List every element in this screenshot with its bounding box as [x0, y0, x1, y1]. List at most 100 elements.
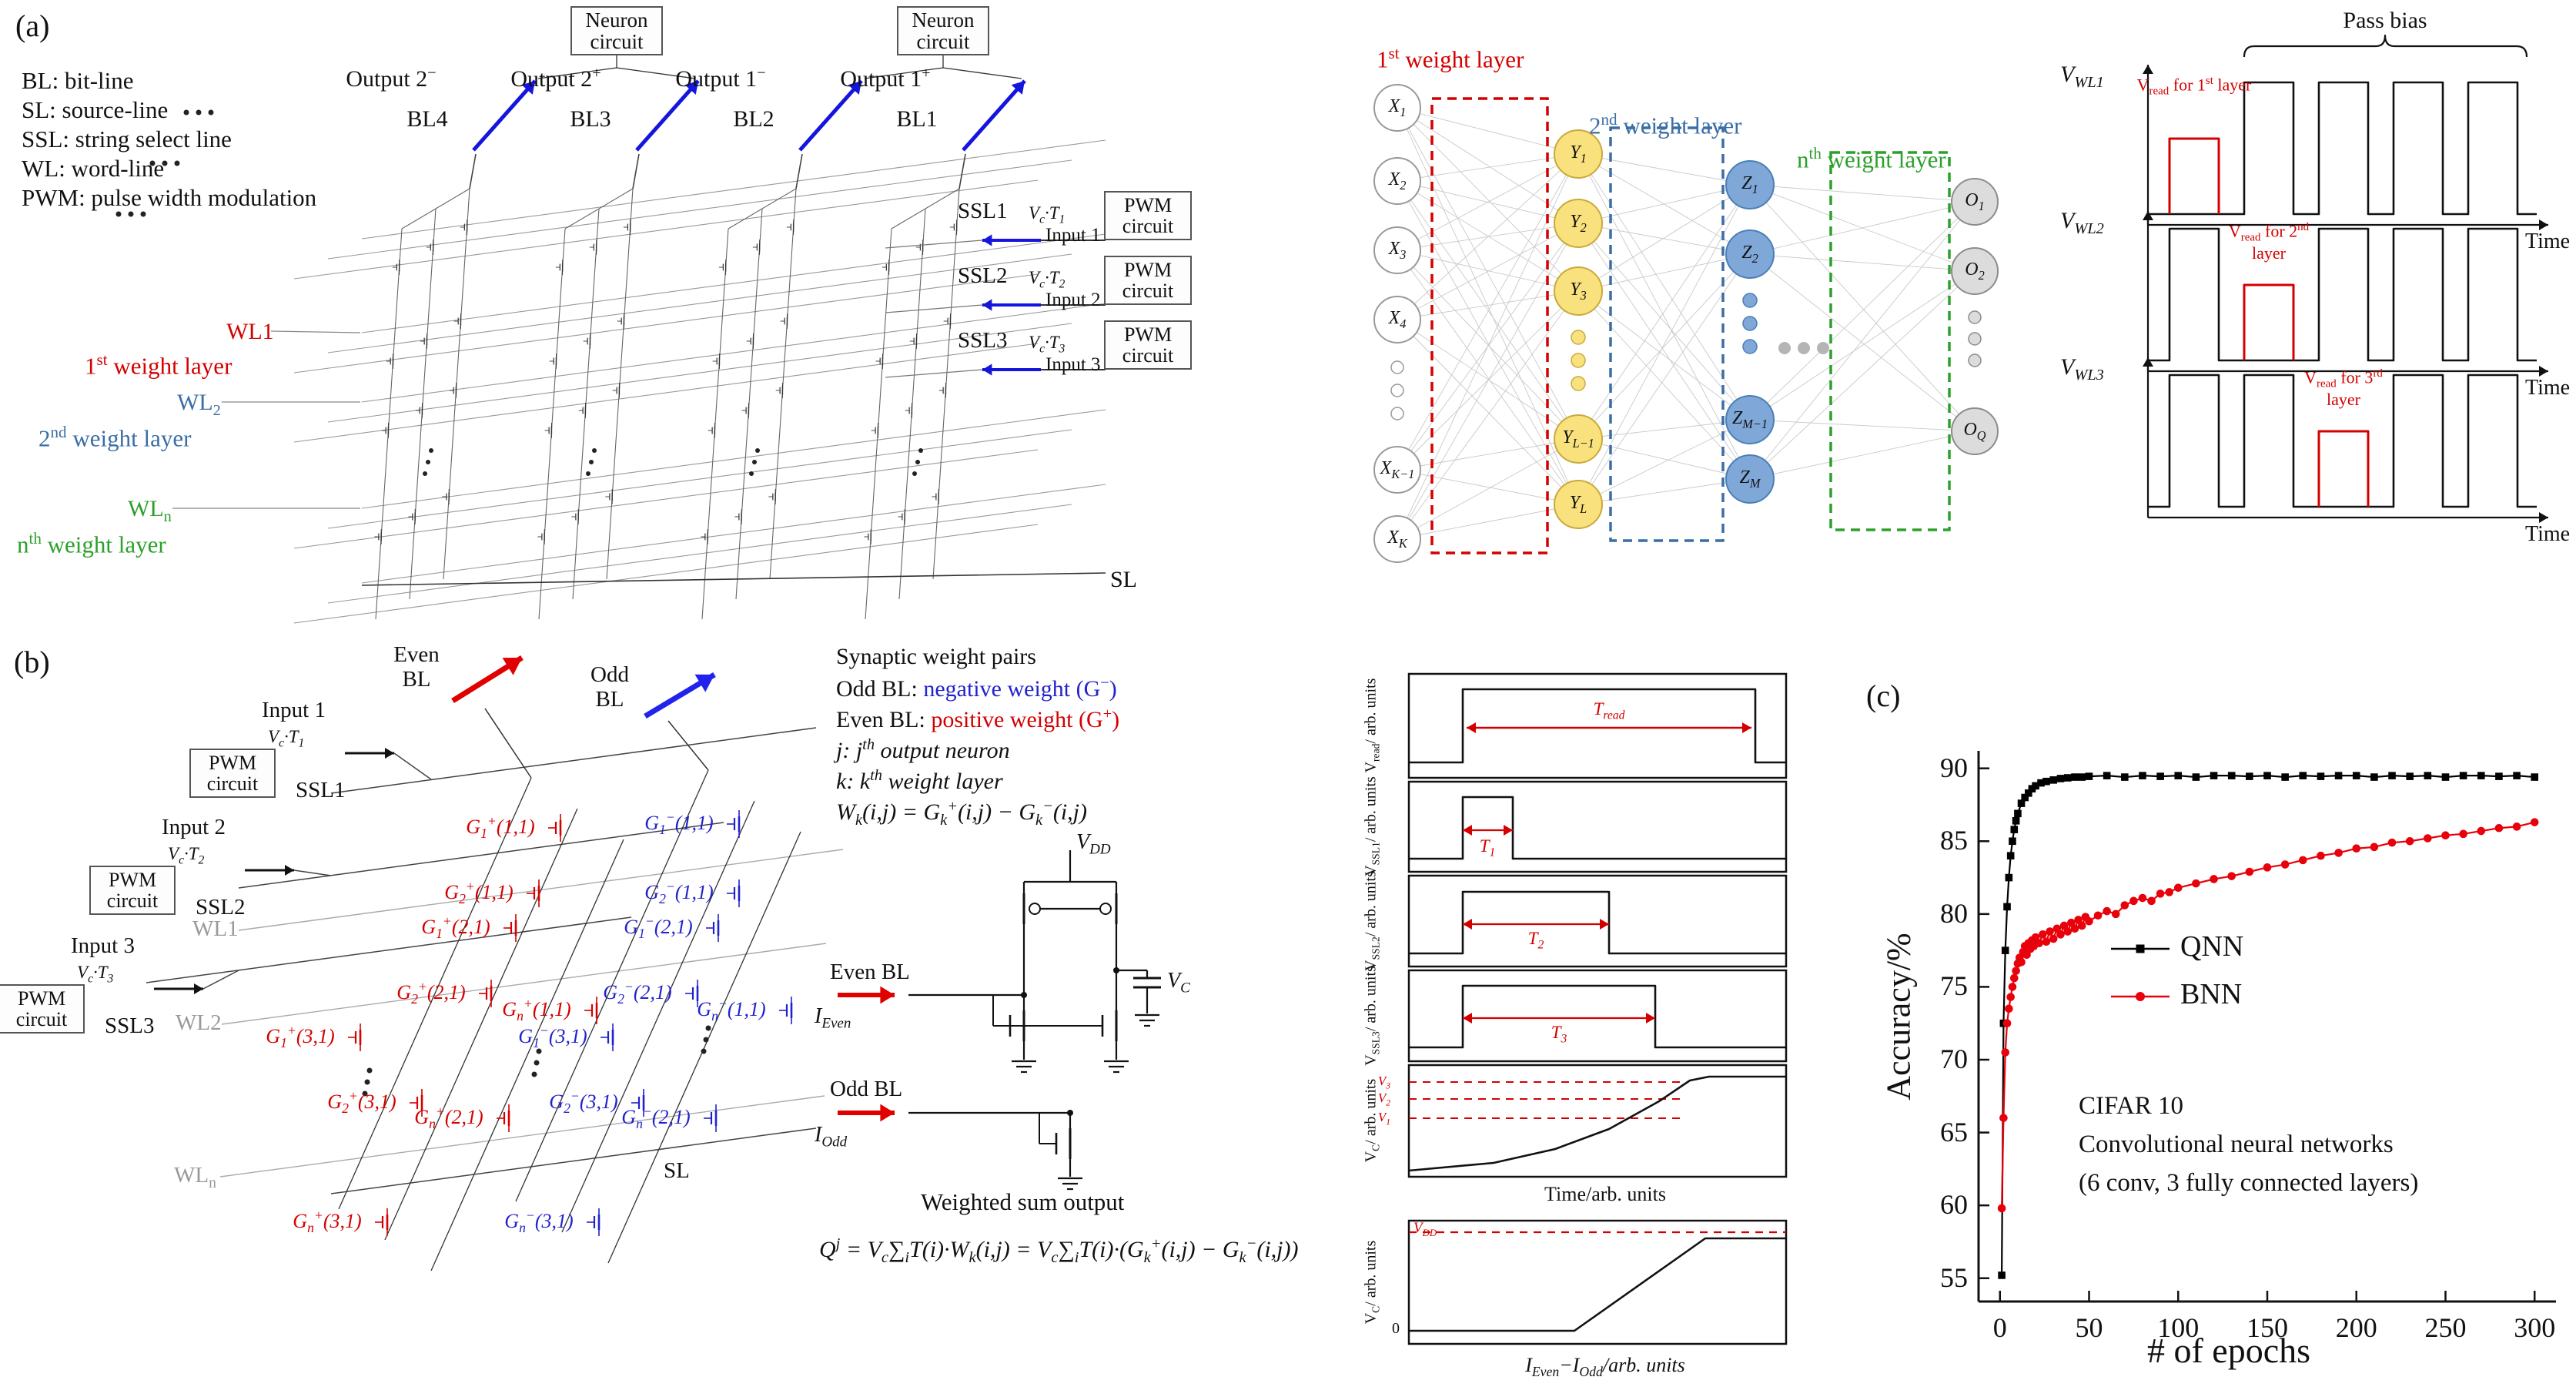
rect [2121, 773, 2129, 781]
line [327, 253, 1072, 353]
input-voltage-label: Vc·T2 [168, 844, 205, 867]
line [1397, 319, 1579, 505]
node [1997, 1204, 2006, 1213]
node [2002, 1019, 2012, 1028]
node [1554, 199, 1603, 248]
line [327, 429, 1072, 529]
rect [2139, 772, 2146, 779]
line [865, 228, 892, 620]
path [1409, 890, 1786, 955]
node [2192, 879, 2200, 888]
node [2173, 883, 2183, 893]
arrow-head [1467, 722, 1476, 733]
positive-weight-label: Gn+(2,1) [414, 1104, 483, 1132]
sl-label-b: SL [664, 1158, 690, 1183]
positive-weight-label: G1+(2,1) [421, 913, 490, 942]
arrow-head [1646, 1013, 1655, 1023]
node [366, 1067, 373, 1074]
line [401, 188, 470, 229]
line [293, 179, 1039, 280]
network-layer-label: 2nd weight layer [1589, 110, 1742, 139]
line [798, 79, 863, 152]
rect [2049, 776, 2058, 784]
node [196, 109, 202, 116]
pwm-circuit-box: PWM circuit [189, 749, 276, 798]
node [589, 460, 594, 464]
timing-ylabel: VSSL1/ arb. units [1362, 776, 1382, 876]
line [1577, 253, 1751, 505]
x-tick-label: 50 [2075, 1312, 2103, 1343]
node [1390, 384, 1404, 397]
weight-equation: Wk(i,j) = Gk+(i,j) − Gk−(i,j) [836, 798, 1087, 829]
line [293, 343, 1039, 443]
wordline-label: WL1 [226, 319, 274, 344]
negative-weight-label: G1−(1,1) [644, 809, 714, 838]
vdd-level-label: VDD [1413, 1220, 1437, 1238]
line [1397, 107, 1579, 292]
negative-weight-label: G2−(1,1) [644, 879, 714, 907]
rect [2441, 773, 2450, 781]
rect [2246, 772, 2253, 780]
line [1397, 250, 1579, 440]
even-bl-note-text: positive weight (G+) [931, 705, 1120, 732]
node [1373, 515, 1421, 563]
node [2077, 921, 2086, 930]
node [128, 211, 134, 217]
timing-marker-label: T1 [1479, 836, 1496, 859]
x-tick-label: 300 [2514, 1312, 2556, 1343]
ssl-label: SSL3 [958, 328, 1008, 353]
rect [2001, 946, 2009, 954]
node [2063, 927, 2073, 936]
line [561, 800, 755, 1233]
timing-ylabel: Vread/ arb. units [1362, 678, 1382, 773]
node [2245, 867, 2254, 876]
line [1749, 253, 1975, 432]
arrow-head [1011, 81, 1025, 95]
node [915, 460, 920, 464]
ssl-label: SSL1 [296, 778, 346, 802]
node [2317, 851, 2325, 860]
line [1577, 438, 1751, 480]
weight-layer-label: 2nd weight layer [38, 423, 192, 452]
line [472, 79, 537, 152]
line [1577, 419, 1751, 505]
path [2148, 227, 2537, 362]
rect [2531, 773, 2539, 781]
node [208, 109, 214, 116]
arrow-head [1742, 722, 1751, 733]
line [361, 303, 1106, 403]
arrow-head [385, 748, 394, 759]
arrow-head [502, 658, 522, 675]
y-tick-label: 90 [1940, 752, 1968, 783]
path [2148, 81, 2537, 216]
line [1577, 184, 1751, 505]
node [1742, 293, 1758, 308]
node [1999, 1114, 2008, 1122]
vdd-label: VDD [1076, 830, 1111, 858]
time-label: Time [2525, 522, 2571, 546]
rect [2388, 772, 2396, 779]
line [1577, 223, 1751, 255]
node [1742, 339, 1758, 354]
node [2070, 924, 2079, 933]
path [864, 55, 1022, 79]
node [140, 211, 146, 217]
rect [2042, 777, 2050, 786]
node [2512, 822, 2521, 831]
line [384, 808, 578, 1241]
array-b-art [146, 655, 844, 1271]
node [2298, 856, 2307, 865]
line [469, 153, 477, 189]
rect [2136, 944, 2145, 953]
line [1577, 253, 1751, 440]
ssl-label: SSL3 [105, 1013, 155, 1038]
node [423, 471, 427, 476]
even-bl-note-prefix: Even BL: [836, 707, 932, 732]
line [1749, 270, 1975, 420]
line [1577, 478, 1751, 505]
positive-weight-label: G2+(3,1) [327, 1088, 396, 1117]
timing-axis-label: VWL2 [2060, 208, 2104, 237]
vc-level-label: V3 [1377, 1074, 1390, 1091]
line [1397, 153, 1579, 540]
rect [2495, 772, 2503, 780]
